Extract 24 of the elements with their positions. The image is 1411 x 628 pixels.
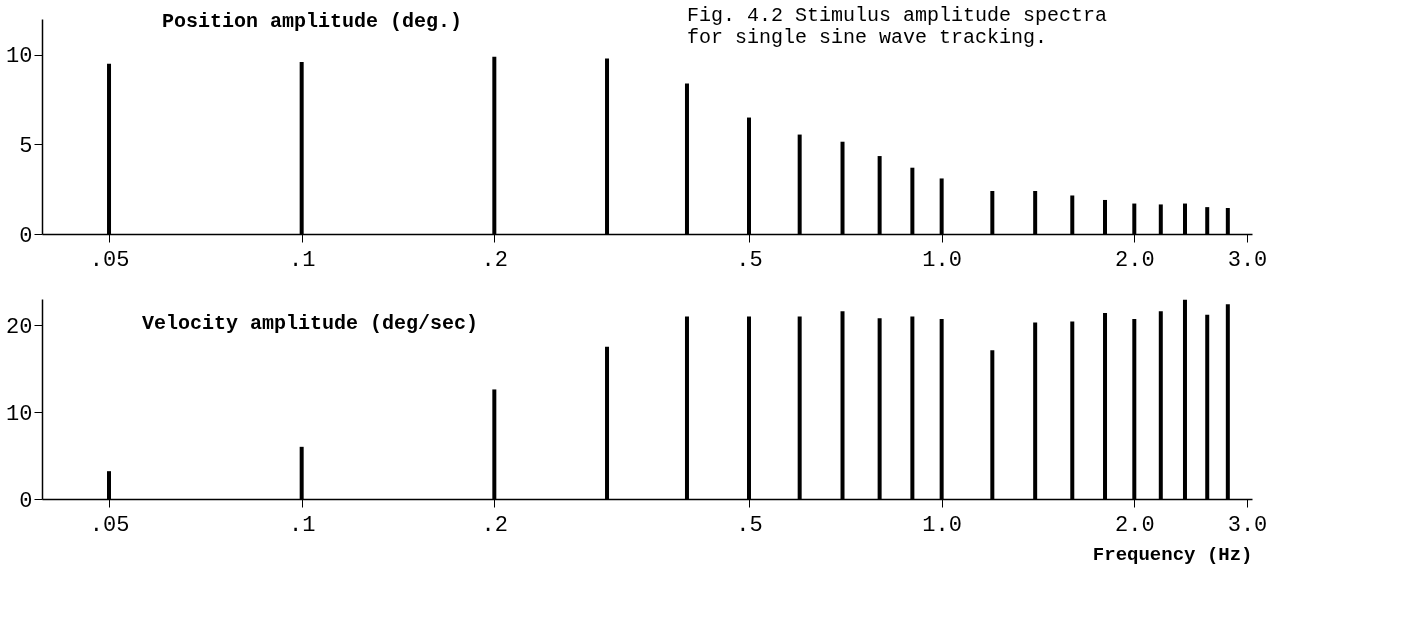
- x-tick-label: 1.0: [922, 512, 962, 538]
- y-tick-label: 10: [6, 401, 33, 427]
- x-tick-label: .05: [89, 247, 130, 273]
- x-tick-label: 1.0: [922, 247, 962, 273]
- x-tick-label: 2.0: [1115, 247, 1155, 273]
- x-tick-label: 3.0: [1227, 247, 1268, 273]
- y-tick-label: 20: [6, 314, 33, 340]
- y-tick-label: 10: [6, 44, 33, 70]
- y-tick-label: 0: [19, 223, 33, 249]
- annotation: Fig. 4.2 Stimulus amplitude spectra for single sine wave tracking.: [687, 4, 1108, 49]
- x-tick-label: 3.0: [1227, 512, 1268, 538]
- y-axis-title: Position amplitude (deg.): [162, 10, 463, 33]
- x-tick-label: .5: [736, 512, 763, 538]
- x-tick-label: .1: [288, 247, 316, 273]
- x-tick-label: 2.0: [1115, 512, 1155, 538]
- x-tick-label: .05: [89, 512, 130, 538]
- y-axis-title: Velocity amplitude (deg/sec): [142, 312, 479, 335]
- y-tick-label: 5: [19, 133, 33, 159]
- x-tick-label: .1: [288, 512, 316, 538]
- x-axis-title: Frequency (Hz): [1092, 543, 1253, 566]
- x-tick-label: .5: [736, 247, 763, 273]
- y-tick-label: 0: [19, 488, 33, 514]
- x-tick-label: .2: [481, 512, 509, 538]
- x-tick-label: .2: [481, 247, 509, 273]
